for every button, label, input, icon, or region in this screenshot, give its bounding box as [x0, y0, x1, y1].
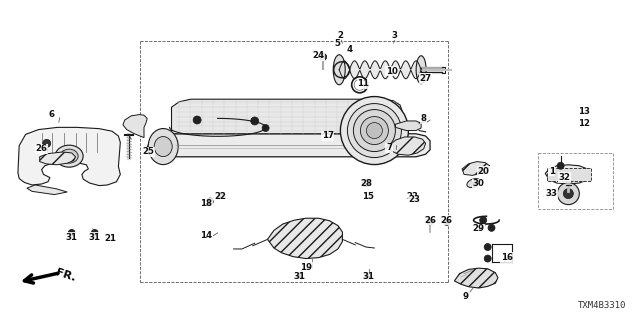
Text: 13: 13 [578, 107, 589, 116]
Text: 27: 27 [420, 74, 431, 83]
Text: 22: 22 [215, 192, 227, 201]
Text: 33: 33 [546, 189, 557, 198]
Text: 24: 24 [313, 52, 324, 60]
Ellipse shape [348, 104, 401, 157]
Polygon shape [123, 115, 147, 138]
Text: 16: 16 [501, 253, 513, 262]
Bar [547, 168, 591, 181]
Text: 31: 31 [362, 272, 374, 281]
Circle shape [365, 273, 371, 279]
Circle shape [557, 162, 564, 169]
Text: 2: 2 [337, 31, 344, 40]
Polygon shape [454, 268, 498, 288]
Text: 29: 29 [473, 224, 484, 233]
Circle shape [320, 53, 326, 60]
Polygon shape [545, 165, 590, 184]
Text: 30: 30 [473, 180, 484, 188]
Text: 4: 4 [347, 45, 353, 54]
Ellipse shape [366, 123, 383, 139]
Text: 31: 31 [294, 272, 305, 281]
Text: 32: 32 [559, 173, 570, 182]
Text: 28: 28 [360, 179, 372, 188]
Circle shape [296, 273, 303, 279]
Ellipse shape [416, 56, 426, 84]
Polygon shape [396, 121, 421, 131]
Polygon shape [172, 99, 402, 134]
Text: 15: 15 [362, 192, 374, 201]
Circle shape [92, 229, 98, 236]
Text: 7: 7 [386, 143, 392, 152]
Text: 12: 12 [578, 119, 589, 128]
Ellipse shape [557, 183, 579, 204]
Ellipse shape [333, 55, 345, 85]
Text: 26: 26 [36, 144, 47, 153]
Bar [538, 153, 613, 209]
Circle shape [563, 188, 573, 199]
Circle shape [444, 220, 450, 225]
Polygon shape [462, 162, 490, 175]
Text: 18: 18 [200, 199, 212, 208]
Ellipse shape [60, 149, 78, 163]
Text: 23: 23 [409, 196, 420, 204]
Text: 17: 17 [322, 132, 333, 140]
Text: 31: 31 [66, 233, 77, 242]
Text: 11: 11 [358, 79, 369, 88]
Circle shape [480, 217, 486, 224]
Polygon shape [146, 134, 430, 157]
Text: 21: 21 [104, 234, 116, 243]
Ellipse shape [148, 129, 178, 164]
Text: 25: 25 [143, 148, 154, 156]
Circle shape [362, 179, 370, 187]
Text: 1: 1 [548, 167, 555, 176]
Text: 9: 9 [463, 292, 469, 301]
Text: 10: 10 [386, 67, 397, 76]
Circle shape [262, 124, 269, 132]
Circle shape [207, 198, 213, 204]
Circle shape [251, 117, 259, 125]
Text: 8: 8 [420, 114, 427, 123]
Ellipse shape [467, 179, 480, 188]
Polygon shape [40, 152, 76, 165]
Text: 5: 5 [334, 39, 340, 48]
Circle shape [218, 193, 224, 199]
Circle shape [68, 229, 75, 236]
Text: 3: 3 [392, 31, 398, 40]
Circle shape [484, 244, 491, 251]
Polygon shape [27, 185, 67, 195]
Polygon shape [18, 127, 120, 186]
Polygon shape [389, 137, 426, 155]
Text: 23: 23 [407, 192, 419, 201]
Ellipse shape [55, 145, 83, 167]
Text: 26: 26 [441, 216, 452, 225]
Ellipse shape [360, 116, 388, 145]
Ellipse shape [353, 109, 396, 152]
Text: 26: 26 [424, 216, 436, 225]
Circle shape [488, 224, 495, 231]
Text: TXM4B3310: TXM4B3310 [577, 301, 626, 310]
Text: 31: 31 [89, 233, 100, 242]
Text: 20: 20 [477, 167, 489, 176]
Text: 14: 14 [200, 231, 212, 240]
Text: 6: 6 [48, 110, 54, 119]
Circle shape [43, 140, 51, 147]
Text: 19: 19 [300, 263, 312, 272]
Circle shape [427, 218, 433, 225]
Ellipse shape [154, 137, 172, 156]
Circle shape [472, 181, 477, 187]
Ellipse shape [340, 97, 408, 164]
Circle shape [193, 116, 201, 124]
Circle shape [484, 255, 491, 262]
Polygon shape [268, 218, 342, 259]
Text: FR.: FR. [54, 267, 77, 283]
